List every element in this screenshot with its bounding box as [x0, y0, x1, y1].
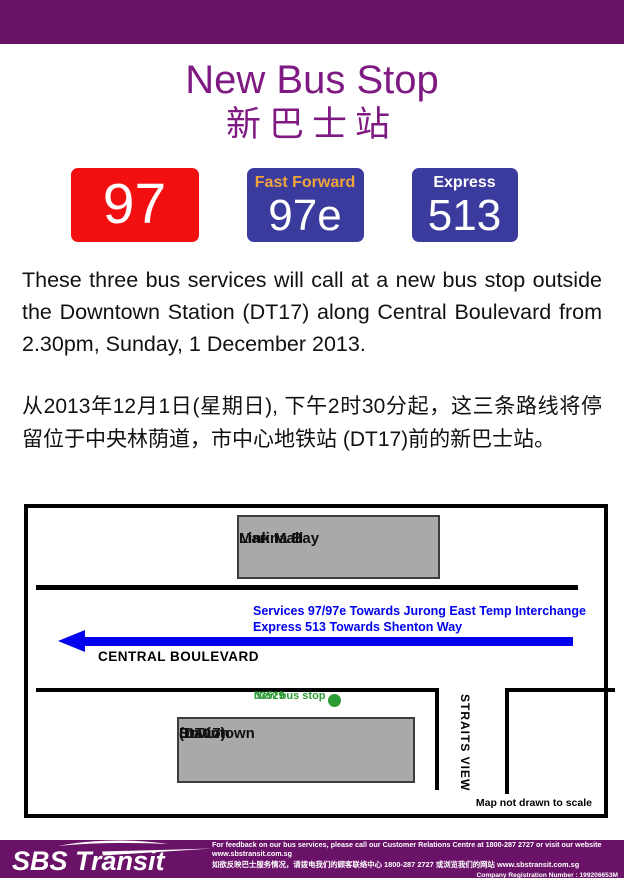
marina-bay-link-mall-box: Marina Bay Link Mall — [237, 515, 440, 579]
services-direction-label-2: Express 513 Towards Shenton Way — [253, 620, 463, 634]
services-direction-label-1: Services 97/97e Towards Jurong East Temp… — [253, 604, 586, 618]
road-edge-top — [36, 585, 578, 590]
road-edge-lower-right — [505, 688, 615, 692]
new-bus-stop-code: 03529 — [254, 690, 285, 702]
central-boulevard-label: CENTRAL BOULEVARD — [98, 649, 260, 664]
badge-tag-fast-forward: Fast Forward — [254, 174, 356, 191]
building-label-line: Link Mall — [239, 530, 304, 547]
company-registration-number: Company Registration Number : 199206653M — [476, 871, 618, 879]
bus-badge-97e: Fast Forward 97e — [246, 168, 364, 242]
direction-arrow-head — [58, 630, 85, 652]
top-purple-band — [0, 0, 624, 44]
road-edge-vertical-right — [505, 688, 509, 794]
sbs-transit-logo: SBS Transit — [0, 838, 212, 881]
building-label-line: Marina Bay — [239, 530, 320, 547]
notice-paragraph-chinese: 从2013年12月1日(星期日), 下午2时30分起，这三条路线将停留位于中央林… — [22, 395, 602, 451]
footer-purple-band: SBS Transit For feedback on our bus serv… — [0, 838, 624, 881]
new-bus-stop-dot-icon — [328, 694, 341, 707]
logo-swoosh-top — [58, 839, 168, 846]
badge-tag-express: Express — [433, 174, 496, 191]
bus-service-badges: 97 Fast Forward 97e Express 513 — [0, 168, 606, 242]
bus-badge-513: Express 513 — [411, 168, 518, 242]
footer-feedback-chinese: 如欲反映巴士服务情况，请拨电我们的顾客联络中心 1800-287 2727 或浏… — [212, 859, 580, 869]
logo-swoosh-crossbar — [102, 848, 212, 855]
bus-number: 97e — [268, 191, 342, 240]
logo-text: SBS Transit — [12, 846, 166, 876]
page-title: New Bus Stop — [185, 58, 439, 102]
page-title-chinese: 新巴士站 — [225, 105, 398, 144]
road-edge-lower-left — [36, 688, 438, 692]
bus-number: 97 — [102, 172, 167, 236]
building-label-line: (DT17) — [179, 725, 226, 742]
road-edge-vertical-left — [435, 688, 439, 790]
new-bus-stop-text: New bus stop — [254, 690, 326, 702]
bus-badge-97: 97 — [70, 168, 199, 242]
straits-view-label: STRAITS VIEW — [458, 694, 472, 792]
building-label-line: Downtown — [179, 725, 255, 742]
direction-arrow-shaft — [84, 637, 573, 646]
notice-paragraph-english: These three bus services will call at a … — [22, 268, 602, 356]
footer-contact-block: For feedback on our bus services, please… — [212, 840, 624, 879]
bus-number: 513 — [427, 191, 502, 240]
location-map: Marina Bay Link Mall Services 97/97e Tow… — [24, 504, 615, 818]
map-scale-note: Map not drawn to scale — [475, 797, 592, 809]
sbs-transit-logo-graphic: SBS Transit — [12, 839, 212, 876]
footer-feedback-english: For feedback on our bus services, please… — [212, 839, 602, 858]
downtown-station-box: Downtown Station (DT17) — [177, 717, 415, 783]
building-label-line: Station — [179, 725, 230, 742]
